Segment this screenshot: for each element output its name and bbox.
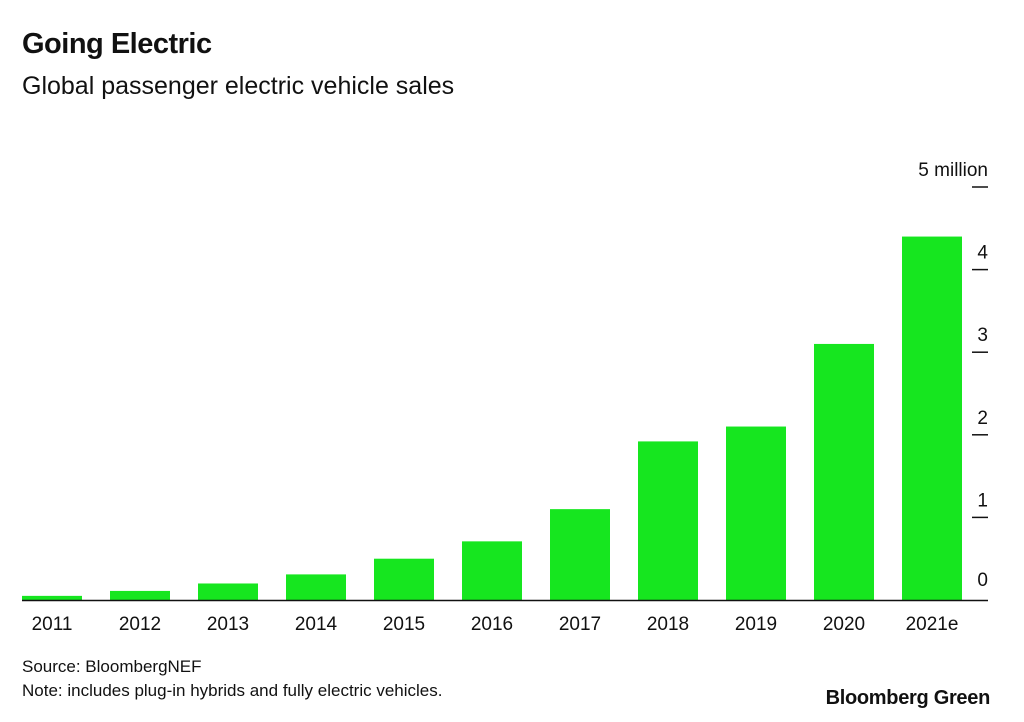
y-tick-label: 0 xyxy=(977,570,988,591)
footnote: Note: includes plug-in hybrids and fully… xyxy=(22,681,443,700)
x-tick-label: 2017 xyxy=(559,614,601,635)
bar-2015 xyxy=(374,558,434,600)
x-tick-label: 2021e xyxy=(906,614,959,635)
bar-2021e xyxy=(902,236,962,600)
y-tick-label: 5 million xyxy=(918,160,988,181)
y-tick-label: 2 xyxy=(977,408,988,429)
x-tick-label: 2016 xyxy=(471,614,513,635)
x-tick-label: 2020 xyxy=(823,614,865,635)
x-tick-label: 2012 xyxy=(119,614,161,635)
x-tick-label: 2018 xyxy=(647,614,689,635)
bar-2019 xyxy=(726,426,786,600)
bar-2012 xyxy=(110,590,170,600)
y-tick-label: 3 xyxy=(977,325,988,346)
bar-2013 xyxy=(198,583,258,600)
x-tick-label: 2015 xyxy=(383,614,425,635)
x-tick-label: 2014 xyxy=(295,614,338,635)
x-tick-label: 2011 xyxy=(32,614,73,635)
bar-2017 xyxy=(550,509,610,600)
x-tick-label: 2013 xyxy=(207,614,249,635)
bar-2018 xyxy=(638,441,698,600)
chart-title: Going Electric xyxy=(22,28,212,60)
y-tick-label: 4 xyxy=(977,243,988,264)
x-tick-label: 2019 xyxy=(735,614,777,635)
source-note: Source: BloombergNEF xyxy=(22,657,202,676)
bar-2014 xyxy=(286,574,346,600)
y-tick-label: 1 xyxy=(977,490,988,511)
chart-subtitle: Global passenger electric vehicle sales xyxy=(22,72,455,100)
bar-2016 xyxy=(462,541,522,600)
brand-logo: Bloomberg Green xyxy=(825,687,991,709)
bar-2020 xyxy=(814,343,874,600)
bar-2011 xyxy=(22,595,82,600)
